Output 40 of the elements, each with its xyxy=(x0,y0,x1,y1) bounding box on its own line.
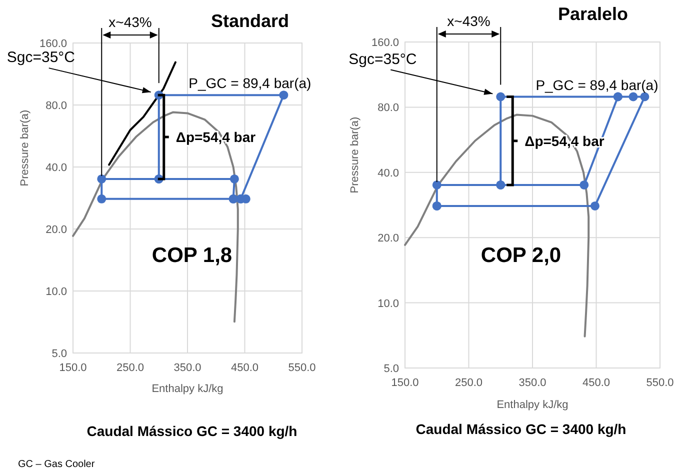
y-tick-label: 10.0 xyxy=(46,286,67,298)
x-axis-title: Enthalpy kJ/kg xyxy=(496,399,568,411)
annotation: P_GC = 89,4 bar(a) xyxy=(188,75,312,92)
annotation: Sgc=35°C xyxy=(6,49,76,66)
annotation: COP 2,0 xyxy=(480,244,562,267)
annotation: COP 1,8 xyxy=(152,244,232,267)
annotation: Sgc=35°C xyxy=(348,50,417,68)
y-tick-label: 160.0 xyxy=(39,38,67,50)
text: Caudal Mássico GC = 3400 kg/h xyxy=(86,423,298,439)
annotation: x~43% xyxy=(108,14,152,30)
annotation: x~43% xyxy=(447,13,490,29)
x-tick-label: 450.0 xyxy=(230,362,259,374)
y-tick-label: 5.0 xyxy=(384,363,399,375)
y-tick-label: 40.0 xyxy=(378,167,399,180)
x-axis-title: Enthalpy kJ/kg xyxy=(152,383,224,395)
x-tick-label: 150.0 xyxy=(59,362,87,374)
y-axis-title: Pressure bar(a) xyxy=(19,110,31,186)
x-tick-label: 450.0 xyxy=(582,377,610,389)
y-tick-label: 80.0 xyxy=(378,102,399,114)
text: Caudal Mássico GC = 3400 kg/h xyxy=(416,421,626,437)
x-tick-label: 250.0 xyxy=(454,377,483,389)
y-tick-label: 10.0 xyxy=(378,298,399,310)
x-tick-label: 250.0 xyxy=(116,362,144,374)
chart-title: Standard xyxy=(210,11,290,31)
y-tick-label: 160.0 xyxy=(371,37,399,49)
x-tick-label: 150.0 xyxy=(391,377,419,389)
x-tick-label: 350.0 xyxy=(518,377,546,389)
x-tick-label: 550.0 xyxy=(646,377,674,389)
y-tick-label: 20.0 xyxy=(378,232,399,245)
y-tick-label: 5.0 xyxy=(52,348,67,360)
text: GC – Gas Cooler xyxy=(18,459,96,470)
y-tick-label: 80.0 xyxy=(46,100,67,112)
annotation: P_GC = 89,4 bar(a) xyxy=(536,76,658,93)
y-axis-title: Pressure bar(a) xyxy=(349,116,361,194)
annotation: Δp=54,4 bar xyxy=(176,129,256,146)
y-tick-label: 40.0 xyxy=(46,162,67,174)
chart-title: Paralelo xyxy=(558,4,628,24)
x-tick-label: 550.0 xyxy=(288,362,316,374)
x-tick-label: 350.0 xyxy=(174,362,202,374)
y-tick-label: 20.0 xyxy=(46,224,67,236)
